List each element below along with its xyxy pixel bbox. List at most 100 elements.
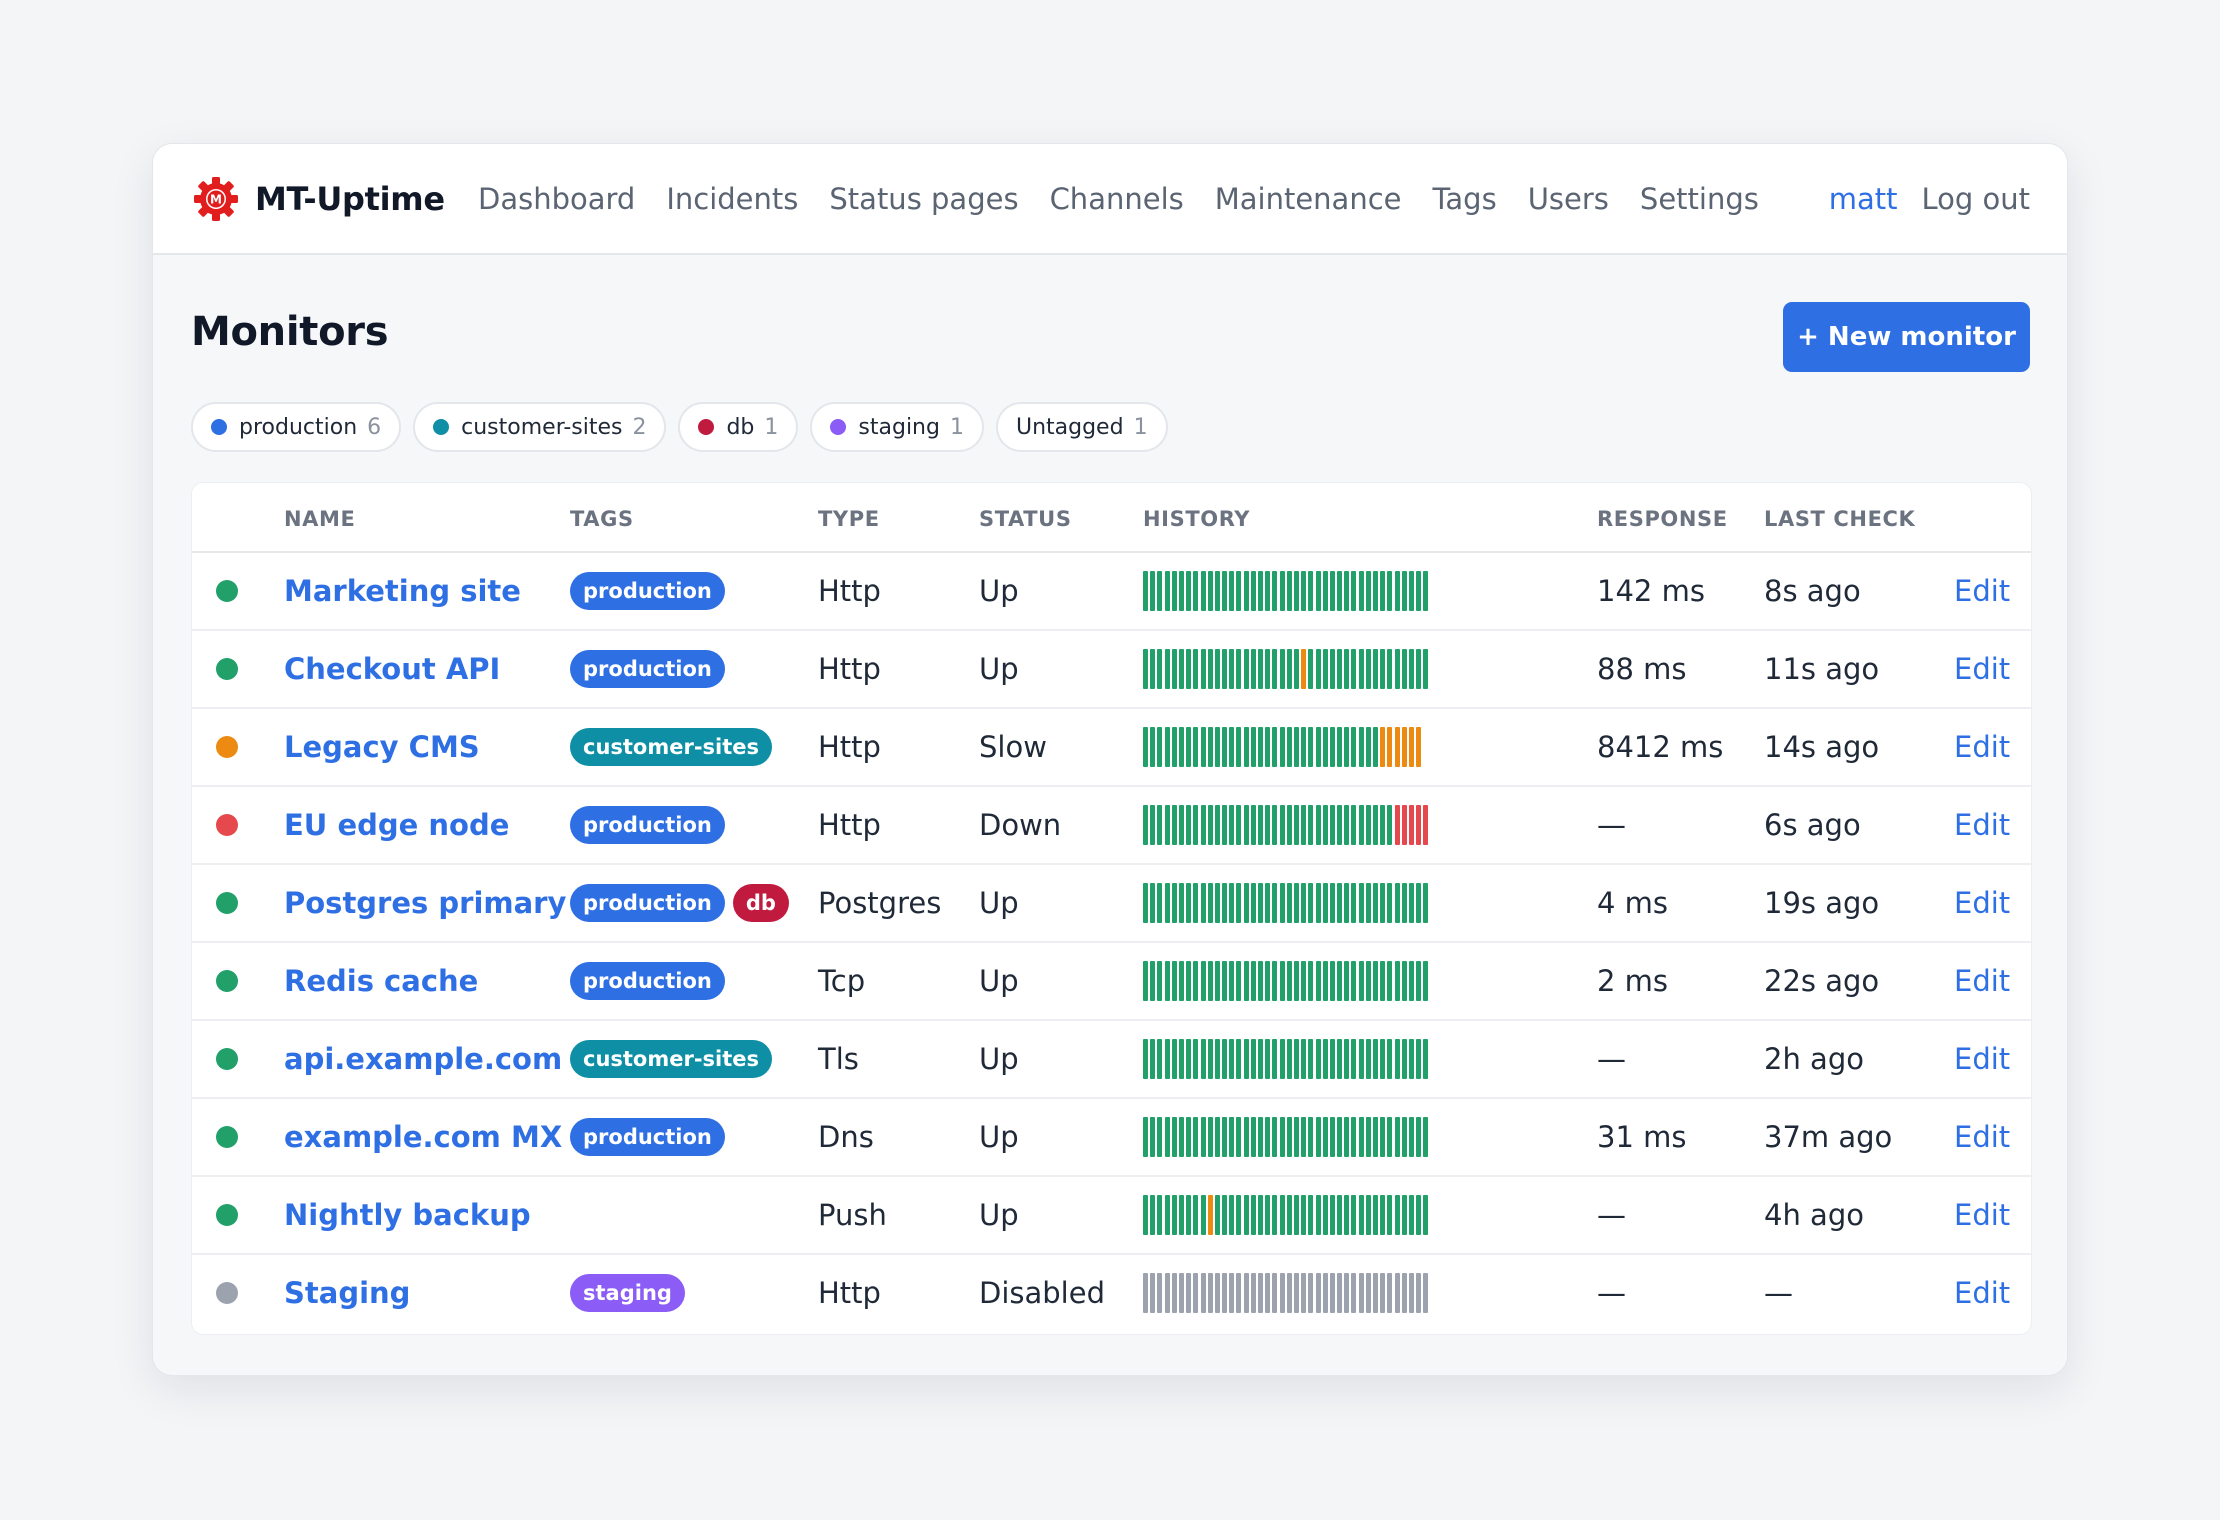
history-bar <box>1408 571 1414 611</box>
filter-chip-label: db <box>726 414 755 440</box>
history-bar <box>1193 1117 1199 1157</box>
monitors-table: NAME TAGS TYPE STATUS HISTORY RESPONSE L… <box>191 482 2032 1335</box>
history-bar-chart <box>1143 649 1431 689</box>
history-bar <box>1301 727 1307 767</box>
new-monitor-button[interactable]: + New monitor <box>1783 302 2030 372</box>
history-bar <box>1150 1117 1156 1157</box>
history-bar <box>1329 649 1335 689</box>
type-cell: Tls <box>818 1042 859 1076</box>
name-cell: EU edge node <box>284 787 509 863</box>
monitor-name-link[interactable]: Staging <box>284 1276 411 1310</box>
history-bar <box>1394 571 1400 611</box>
monitor-name-link[interactable]: api.example.com <box>284 1042 563 1076</box>
monitor-name-link[interactable]: Legacy CMS <box>284 730 480 764</box>
edit-link[interactable]: Edit <box>1954 808 2011 842</box>
filter-chip-staging[interactable]: staging 1 <box>810 402 984 452</box>
table-row[interactable]: api.example.com customer-sites Tls Up — 2h ag… <box>192 1021 2031 1099</box>
column-header-last-check[interactable]: LAST CHECK <box>1764 507 1916 531</box>
nav-channels[interactable]: Channels <box>1049 182 1184 216</box>
edit-link[interactable]: Edit <box>1954 1276 2011 1310</box>
history-bar <box>1157 649 1163 689</box>
filter-chip-db[interactable]: db 1 <box>678 402 799 452</box>
table-row[interactable]: Postgres primary production db Postgres Up 4 … <box>192 865 2031 943</box>
monitor-name-link[interactable]: Marketing site <box>284 574 521 608</box>
filter-chip-label: customer-sites <box>461 414 623 440</box>
type-cell: Push <box>818 1198 887 1232</box>
filter-chip-customer-sites[interactable]: customer-sites 2 <box>413 402 667 452</box>
edit-link[interactable]: Edit <box>1954 730 2011 764</box>
logout-link[interactable]: Log out <box>1921 182 2030 216</box>
monitor-name-link[interactable]: Postgres primary <box>284 886 567 920</box>
history-bar <box>1178 1039 1184 1079</box>
history-bar <box>1329 727 1335 767</box>
column-header-type[interactable]: TYPE <box>818 507 880 531</box>
history-bar <box>1258 727 1263 767</box>
table-row[interactable]: Marketing site production Http Up 142 ms 8s a… <box>192 553 2031 631</box>
current-user-link[interactable]: matt <box>1828 182 1898 216</box>
history-bar <box>1337 1117 1343 1157</box>
history-bar <box>1365 805 1371 845</box>
status-cell <box>216 631 238 707</box>
history-bar <box>1329 805 1335 845</box>
status-indicator-dot <box>216 970 238 992</box>
history-bar <box>1214 1117 1220 1157</box>
history-bar <box>1344 1039 1350 1079</box>
column-header-name[interactable]: NAME <box>284 507 356 531</box>
history-bar <box>1401 571 1407 611</box>
history-bar <box>1293 805 1299 845</box>
edit-link[interactable]: Edit <box>1954 1198 2011 1232</box>
nav-dashboard[interactable]: Dashboard <box>478 182 636 216</box>
history-bar <box>1358 727 1364 767</box>
brand[interactable]: M MT-Uptime <box>191 174 445 224</box>
monitor-name-link[interactable]: Checkout API <box>284 652 501 686</box>
nav-status-pages[interactable]: Status pages <box>829 182 1019 216</box>
history-bar <box>1380 1039 1386 1079</box>
monitor-name-link[interactable]: Nightly backup <box>284 1198 531 1232</box>
edit-link[interactable]: Edit <box>1954 574 2011 608</box>
nav-tags[interactable]: Tags <box>1432 182 1497 216</box>
history-bar <box>1243 1117 1249 1157</box>
status-text-cell: Up <box>979 1042 1019 1076</box>
table-row[interactable]: Staging staging Http Disabled — — Edit <box>192 1255 2031 1333</box>
history-bar <box>1207 961 1213 1001</box>
nav-maintenance[interactable]: Maintenance <box>1214 182 1402 216</box>
table-row[interactable]: example.com MX production Dns Up 31 ms 37m ag… <box>192 1099 2031 1177</box>
monitor-name-link[interactable]: Redis cache <box>284 964 479 998</box>
monitor-name-link[interactable]: example.com MX <box>284 1120 563 1154</box>
edit-link[interactable]: Edit <box>1954 964 2011 998</box>
table-row[interactable]: Checkout API production Http Up 88 ms 11s ago… <box>192 631 2031 709</box>
history-bar <box>1200 727 1206 767</box>
table-row[interactable]: Legacy CMS customer-sites Http Slow 8412 ms 1… <box>192 709 2031 787</box>
filter-chip-production[interactable]: production 6 <box>191 402 402 452</box>
table-row[interactable]: Nightly backup Push Up — 4h ago Edit <box>192 1177 2031 1255</box>
logo-letter: M <box>210 193 222 207</box>
edit-link[interactable]: Edit <box>1954 1120 2011 1154</box>
edit-link[interactable]: Edit <box>1954 1042 2011 1076</box>
type-cell: Http <box>818 1276 881 1310</box>
name-cell: Staging <box>284 1255 410 1331</box>
history-bar <box>1229 883 1235 923</box>
table-row[interactable]: EU edge node production Http Down — 6s ago Edi… <box>192 787 2031 865</box>
filter-chip-label: production <box>239 414 358 440</box>
history-bar <box>1351 649 1357 689</box>
history-bar <box>1157 1195 1163 1235</box>
type-cell: Http <box>818 652 881 686</box>
tags-cell: production <box>570 787 733 863</box>
history-bar <box>1214 1273 1220 1313</box>
nav-settings[interactable]: Settings <box>1639 182 1759 216</box>
edit-link[interactable]: Edit <box>1954 652 2011 686</box>
table-row[interactable]: Redis cache production Tcp Up 2 ms 22s ago Edi… <box>192 943 2031 1021</box>
nav-users[interactable]: Users <box>1527 182 1609 216</box>
history-bar <box>1358 1117 1364 1157</box>
history-cell <box>1143 787 1431 863</box>
monitor-name-link[interactable]: EU edge node <box>284 808 510 842</box>
history-bar <box>1408 649 1414 689</box>
column-header-status[interactable]: STATUS <box>979 507 1072 531</box>
history-bar <box>1293 1195 1299 1235</box>
history-bar <box>1193 727 1199 767</box>
edit-link[interactable]: Edit <box>1954 886 2011 920</box>
nav-incidents[interactable]: Incidents <box>666 182 799 216</box>
column-header-response[interactable]: RESPONSE <box>1597 507 1728 531</box>
filter-chip-untagged[interactable]: Untagged 1 <box>995 402 1168 452</box>
last-check-cell: 2h ago <box>1764 1042 1864 1076</box>
